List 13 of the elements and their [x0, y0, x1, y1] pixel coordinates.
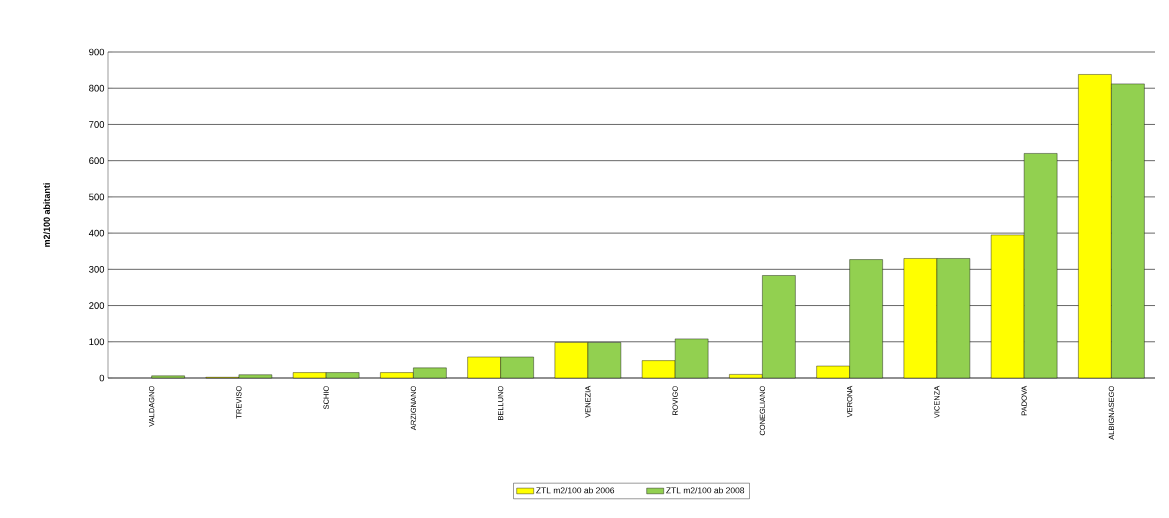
y-tick-label: 600: [89, 157, 105, 165]
y-tick-label: 100: [89, 338, 105, 346]
y-tick-label: 300: [89, 265, 105, 273]
legend-label: ZTL m2/100 ab 2008: [666, 487, 745, 494]
y-tick-label: 700: [89, 121, 105, 128]
y-tick-label: 0: [99, 374, 105, 382]
y-tick-label: 800: [89, 84, 105, 92]
y-tick-label: 500: [89, 193, 105, 201]
legend-label: ZTL m2/100 ab 2006: [536, 487, 615, 494]
y-tick-label: 200: [89, 302, 105, 309]
y-axis-title: m2/100 abitanti: [43, 183, 51, 247]
y-tick-label: 400: [88, 229, 105, 237]
y-tick-label: 900: [89, 48, 105, 56]
